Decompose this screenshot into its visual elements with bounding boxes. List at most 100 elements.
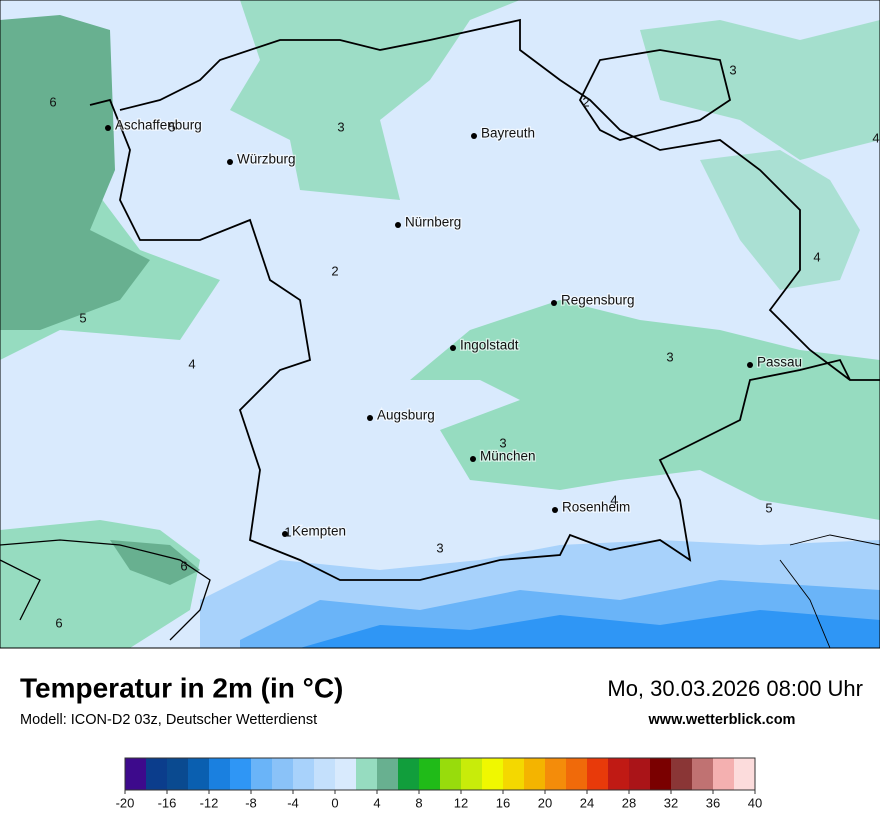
city-dot xyxy=(395,222,401,228)
colorbar-tick-label: 20 xyxy=(538,795,552,810)
colorbar-segment xyxy=(209,758,231,790)
city-dot xyxy=(367,415,373,421)
colorbar-segment xyxy=(125,758,147,790)
colorbar-segment xyxy=(230,758,252,790)
city-dot xyxy=(470,456,476,462)
city-label: Augsburg xyxy=(377,408,435,423)
city-label: Aschaffenburg xyxy=(115,118,202,133)
city-label: Bayreuth xyxy=(481,126,535,141)
colorbar-segment xyxy=(671,758,693,790)
colorbar-segment xyxy=(650,758,672,790)
colorbar-segment xyxy=(566,758,588,790)
colorbar-segment xyxy=(419,758,441,790)
colorbar-frame xyxy=(124,757,756,791)
isoline-label: 6 xyxy=(55,615,62,630)
city-dot xyxy=(227,159,233,165)
colorbar-tick-label: -4 xyxy=(287,795,299,810)
colorbar-tick-label: 36 xyxy=(706,795,720,810)
isoline-label: 4 xyxy=(872,130,879,145)
state-border xyxy=(89,18,880,581)
isoline-label: 2 xyxy=(331,263,338,278)
colorbar-tick-label: -20 xyxy=(116,795,135,810)
warm-area xyxy=(410,300,880,520)
colorbar-tick-label: 8 xyxy=(415,795,422,810)
isoline-label: 5 xyxy=(765,500,772,515)
colorbar-tick-label: 24 xyxy=(580,795,594,810)
city-dot xyxy=(471,133,477,139)
city-label: Rosenheim xyxy=(562,500,630,515)
colorbar-segment xyxy=(524,758,546,790)
colorbar-tick-label: 4 xyxy=(373,795,380,810)
city-label: Nürnberg xyxy=(405,215,461,230)
isoline-label: 4 xyxy=(813,249,820,264)
colorbar-segment xyxy=(293,758,315,790)
colorbar-segment xyxy=(734,758,756,790)
map-frame xyxy=(0,0,880,649)
colorbar-segment xyxy=(314,758,336,790)
country-border xyxy=(578,49,732,141)
isoline-label: 1 xyxy=(284,524,291,539)
city-label: Regensburg xyxy=(561,293,635,308)
isoline-label: 3 xyxy=(729,62,736,77)
warm-area xyxy=(0,0,520,200)
colorbar-segment xyxy=(335,758,357,790)
colorbar-segment xyxy=(167,758,189,790)
colorbar-segment xyxy=(146,758,168,790)
colorbar-tick-label: -12 xyxy=(200,795,219,810)
city-dot xyxy=(105,125,111,131)
colorbar-segment xyxy=(188,758,210,790)
isoline-label: 3 xyxy=(499,435,506,450)
colorbar-segment xyxy=(503,758,525,790)
colorbar-tick-label: 40 xyxy=(748,795,762,810)
website: www.wetterblick.com xyxy=(648,712,796,728)
colorbar-segment xyxy=(398,758,420,790)
colorbar-tick-label: 0 xyxy=(331,795,338,810)
city-label: Kempten xyxy=(292,524,346,539)
city-dot xyxy=(747,362,753,368)
isoline-label: 3 xyxy=(337,119,344,134)
isoline-label: 4 xyxy=(188,356,195,371)
colorbar-tick-label: 16 xyxy=(496,795,510,810)
warm-area xyxy=(640,20,880,160)
city-label: München xyxy=(480,449,536,464)
country-border xyxy=(779,534,880,649)
alpine-area xyxy=(300,610,880,648)
city-label: Würzburg xyxy=(237,152,296,167)
country-border xyxy=(0,539,211,641)
datetime: Mo, 30.03.2026 08:00 Uhr xyxy=(607,676,863,701)
warm-area xyxy=(110,540,200,585)
city-label: Passau xyxy=(757,355,802,370)
colorbar-segment xyxy=(587,758,609,790)
warm-area xyxy=(0,15,150,330)
colorbar-segment xyxy=(461,758,483,790)
colorbar-segment xyxy=(356,758,378,790)
colorbar-tick-label: -8 xyxy=(245,795,257,810)
city-dot xyxy=(552,507,558,513)
colorbar-segment xyxy=(251,758,273,790)
colorbar-segment xyxy=(545,758,567,790)
isoline-label: 3 xyxy=(666,349,673,364)
city-dot xyxy=(282,531,288,537)
isoline-label: 5 xyxy=(79,310,86,325)
colorbar-segment xyxy=(608,758,630,790)
title: Temperatur in 2m (in °C) xyxy=(20,672,343,703)
isoline-label: 3 xyxy=(436,540,443,555)
isoline-label: 5 xyxy=(168,119,175,134)
colorbar-tick-label: 28 xyxy=(622,795,636,810)
colorbar-segment xyxy=(377,758,399,790)
colorbar-segment xyxy=(482,758,504,790)
colorbar-tick-label: 12 xyxy=(454,795,468,810)
isoline-label: 4 xyxy=(610,492,617,507)
city-dot xyxy=(450,345,456,351)
isoline-label: 6 xyxy=(180,558,187,573)
map xyxy=(0,0,880,649)
model-info: Modell: ICON-D2 03z, Deutscher Wetterdie… xyxy=(20,712,317,728)
colorbar-segment xyxy=(692,758,714,790)
city-label: Ingolstadt xyxy=(460,338,519,353)
isoline-label: 6 xyxy=(49,94,56,109)
colorbar-tick-label: 32 xyxy=(664,795,678,810)
isoline-label: 2 xyxy=(582,94,589,109)
colorbar-segment xyxy=(713,758,735,790)
colorbar-segment xyxy=(440,758,462,790)
